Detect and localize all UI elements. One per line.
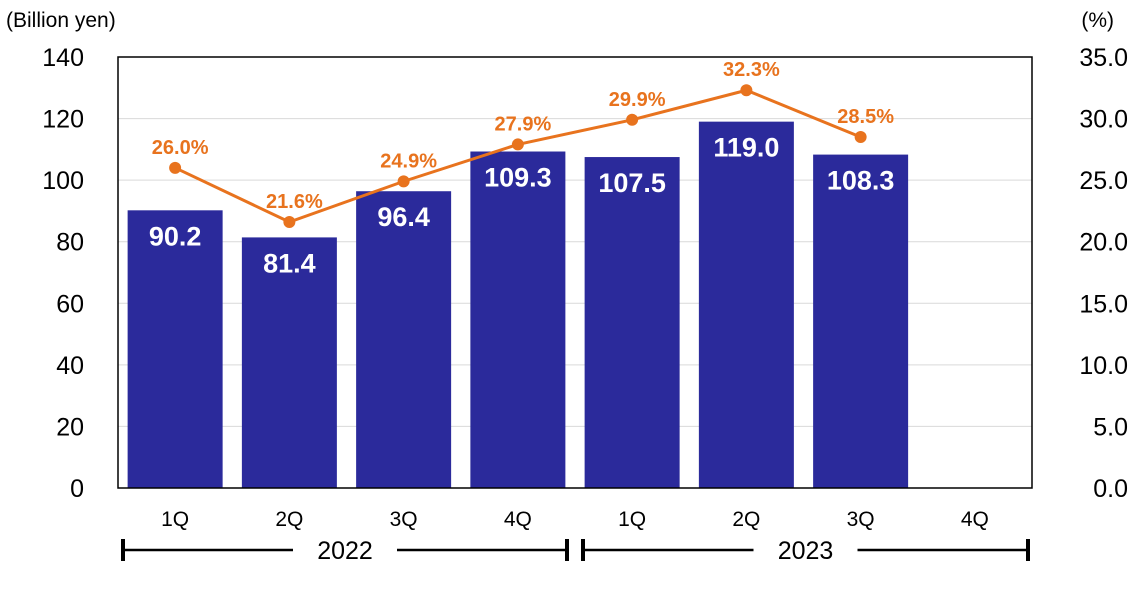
y-left-tick-label: 120 bbox=[42, 106, 84, 134]
bar-value-label: 90.2 bbox=[149, 221, 202, 251]
ratio-label: 21.6% bbox=[266, 191, 323, 213]
ratio-label: 29.9% bbox=[609, 89, 666, 111]
y-left-tick-label: 80 bbox=[56, 229, 84, 257]
x-tick-label: 3Q bbox=[390, 508, 418, 531]
y-right-tick-label: 20.0 bbox=[1079, 229, 1128, 257]
x-tick-label: 4Q bbox=[504, 508, 532, 531]
y-left-tick-label: 60 bbox=[56, 290, 84, 318]
y-left-tick-label: 0 bbox=[70, 475, 84, 503]
bar-value-label: 81.4 bbox=[263, 248, 316, 278]
ratio-point bbox=[283, 216, 296, 229]
axes: 0 20 40 60 80 100 120 140 0.0 5.0 10.0 15.0 20.0 25.0… bbox=[6, 9, 1128, 531]
y-right-axis-label: (%) bbox=[1081, 9, 1114, 32]
x-tick-label: 2Q bbox=[732, 508, 760, 531]
y-right-tick-label: 35.0 bbox=[1079, 44, 1128, 72]
ratio-point bbox=[511, 138, 524, 151]
y-right-tick-label: 5.0 bbox=[1093, 413, 1128, 441]
bar bbox=[127, 210, 223, 488]
bar bbox=[698, 121, 794, 489]
y-left-tick-label: 20 bbox=[56, 413, 84, 441]
y-right-tick-label: 30.0 bbox=[1079, 106, 1128, 134]
bar-value-label: 96.4 bbox=[377, 202, 430, 232]
y-right-tick-label: 10.0 bbox=[1079, 352, 1128, 380]
ratio-line: 26.0% 21.6% 24.9% 27.9% 29.9% 32.3% 28.5% bbox=[152, 59, 894, 229]
ratio-label: 32.3% bbox=[723, 59, 780, 81]
y-right-tick-label: 15.0 bbox=[1079, 290, 1128, 318]
ratio-label: 24.9% bbox=[380, 150, 437, 172]
x-tick-label: 1Q bbox=[161, 508, 189, 531]
ratio-point bbox=[397, 175, 410, 188]
group-label: 2023 bbox=[778, 537, 834, 565]
x-tick-label: 4Q bbox=[961, 508, 989, 531]
bars: 90.2 81.4 96.4 109.3 107.5 119.0 108.3 bbox=[127, 121, 909, 489]
bar bbox=[356, 191, 452, 488]
group-label: 2022 bbox=[317, 537, 373, 565]
ratio-point bbox=[854, 131, 867, 144]
bar-value-label: 109.3 bbox=[484, 163, 552, 193]
x-tick-label: 3Q bbox=[847, 508, 875, 531]
y-left-tick-label: 140 bbox=[42, 44, 84, 72]
ratio-point bbox=[740, 84, 753, 97]
bar bbox=[813, 154, 909, 489]
x-tick-label: 2Q bbox=[275, 508, 303, 531]
ratio-label: 28.5% bbox=[837, 106, 894, 128]
bar-value-label: 119.0 bbox=[713, 133, 779, 163]
ratio-point bbox=[626, 113, 639, 126]
bar bbox=[584, 157, 680, 488]
bar bbox=[470, 151, 566, 488]
y-left-tick-label: 40 bbox=[56, 352, 84, 380]
ratio-point bbox=[169, 161, 182, 174]
y-right-tick-label: 0.0 bbox=[1093, 475, 1128, 503]
ratio-label: 27.9% bbox=[495, 113, 552, 135]
y-left-tick-label: 100 bbox=[42, 167, 84, 195]
y-right-tick-label: 25.0 bbox=[1079, 167, 1128, 195]
x-tick-label: 1Q bbox=[618, 508, 646, 531]
bar bbox=[241, 237, 337, 488]
bar-value-label: 108.3 bbox=[827, 166, 895, 196]
y-left-axis-label: (Billion yen) bbox=[6, 9, 116, 32]
ratio-label: 26.0% bbox=[152, 137, 209, 159]
year-groups: 2022 2023 bbox=[121, 537, 1030, 565]
bar-value-label: 107.5 bbox=[598, 168, 666, 198]
plot-frame bbox=[117, 56, 1033, 489]
